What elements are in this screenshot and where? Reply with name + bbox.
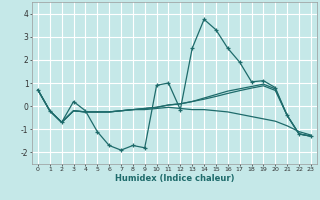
X-axis label: Humidex (Indice chaleur): Humidex (Indice chaleur) (115, 174, 234, 183)
